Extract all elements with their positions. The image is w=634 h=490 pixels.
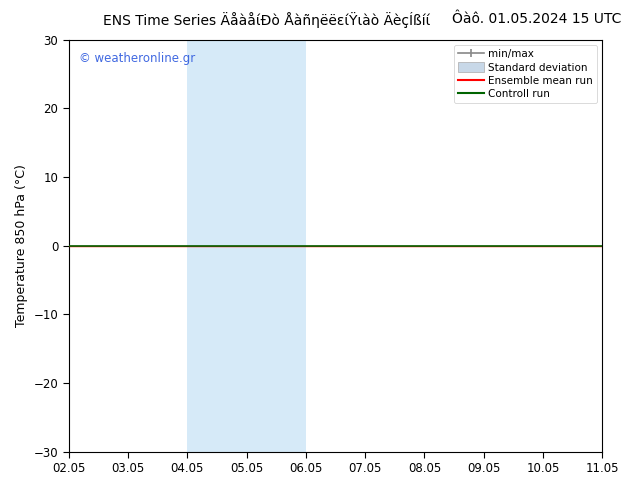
- Bar: [187, 40, 306, 452]
- Legend: min/max, Standard deviation, Ensemble mean run, Controll run: min/max, Standard deviation, Ensemble me…: [454, 45, 597, 103]
- Text: ENS Time Series ÄåàåίÐò ÅàñηëëείŸιàò ÄèçÍßíί: ENS Time Series ÄåàåίÐò ÅàñηëëείŸιàò Äèç…: [103, 12, 430, 28]
- Bar: [632, 40, 634, 452]
- Bar: [605, 40, 629, 452]
- Text: © weatheronline.gr: © weatheronline.gr: [79, 52, 196, 65]
- Y-axis label: Temperature 850 hPa (°C): Temperature 850 hPa (°C): [15, 164, 28, 327]
- Text: Ôàô. 01.05.2024 15 UTC: Ôàô. 01.05.2024 15 UTC: [452, 12, 621, 26]
